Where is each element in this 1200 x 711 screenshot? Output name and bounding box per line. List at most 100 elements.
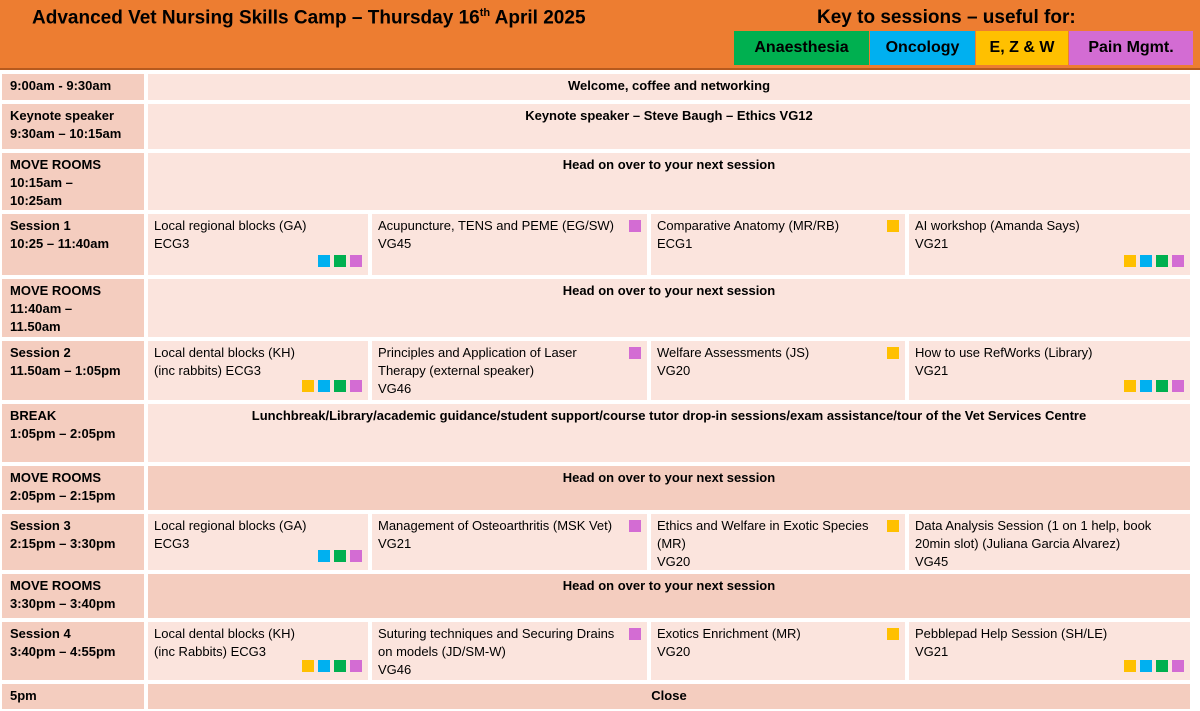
tag-anaesthesia-square [334, 550, 346, 562]
session-room: VG45 [915, 554, 949, 569]
session-title: Welfare Assessments (JS) [657, 345, 810, 360]
session-cell: Local regional blocks (GA) ECG3 [146, 212, 370, 277]
key-oncology: Oncology [870, 31, 975, 65]
span-cell: Head on over to your next session [146, 464, 1192, 512]
session-room: ECG3 [154, 536, 190, 551]
schedule-row: Session 3 2:15pm – 3:30pm Local regional … [0, 512, 1200, 572]
key-title: Key to sessions – useful for: [817, 7, 1076, 28]
schedule-row: Keynote speaker 9:30am – 10:15am Keynote … [0, 102, 1200, 151]
session-room: VG45 [378, 236, 412, 251]
time-cell: Session 1 10:25 – 11:40am [0, 212, 146, 277]
session-tags [302, 660, 362, 672]
session-room: VG21 [915, 644, 949, 659]
schedule-row: MOVE ROOMS 2:05pm – 2:15pm Head on over t… [0, 464, 1200, 512]
session-tags [1124, 380, 1184, 392]
tag-pain-square [629, 520, 641, 532]
time-cell: Session 2 11.50am – 1:05pm [0, 339, 146, 402]
schedule-row: BREAK 1:05pm – 2:05pm Lunchbreak/Library/… [0, 402, 1200, 464]
time-cell: Session 3 2:15pm – 3:30pm [0, 512, 146, 572]
session-cell: Management of Osteoarthritis (MSK Vet) VG… [370, 512, 649, 572]
session-tags [887, 220, 899, 232]
session-title: Data Analysis Session (1 on 1 help, book… [915, 518, 1152, 551]
tag-ezw-square [1124, 660, 1136, 672]
tag-oncology-square [318, 255, 330, 267]
tag-ezw-square [302, 660, 314, 672]
tag-pain-square [350, 660, 362, 672]
tag-anaesthesia-square [334, 660, 346, 672]
span-cell: Welcome, coffee and networking [146, 72, 1192, 102]
schedule-row: Session 4 3:40pm – 4:55pm Local dental bl… [0, 620, 1200, 682]
session-cell: Principles and Application of Laser Ther… [370, 339, 649, 402]
span-cell: Head on over to your next session [146, 572, 1192, 620]
tag-pain-square [350, 380, 362, 392]
session-room: ECG1 [657, 236, 693, 251]
session-tags [629, 220, 641, 232]
session-room: ECG3 [154, 236, 190, 251]
tag-anaesthesia-square [334, 380, 346, 392]
time-cell: MOVE ROOMS 10:15am – 10:25am [0, 151, 146, 212]
session-title: Principles and Application of Laser Ther… [378, 345, 577, 378]
session-tags [887, 347, 899, 359]
span-cell: Close [146, 682, 1192, 711]
session-title: How to use RefWorks (Library) [915, 345, 1093, 360]
tag-ezw-square [887, 520, 899, 532]
schedule-row: MOVE ROOMS 11:40am – 11.50am Head on over… [0, 277, 1200, 339]
key-pain: Pain Mgmt. [1069, 31, 1193, 65]
session-title: Local dental blocks (KH) [154, 345, 295, 360]
time-cell: MOVE ROOMS 11:40am – 11.50am [0, 277, 146, 339]
session-tags [1124, 255, 1184, 267]
tag-ezw-square [887, 347, 899, 359]
session-title: Suturing techniques and Securing Drains … [378, 626, 615, 659]
session-room: VG20 [657, 554, 691, 569]
key-anaesthesia: Anaesthesia [734, 31, 869, 65]
session-room: VG21 [915, 236, 949, 251]
session-title: Management of Osteoarthritis (MSK Vet) [378, 518, 613, 533]
session-cell: AI workshop (Amanda Says) VG21 [907, 212, 1192, 277]
tag-anaesthesia-square [1156, 660, 1168, 672]
tag-ezw-square [302, 380, 314, 392]
time-cell: BREAK 1:05pm – 2:05pm [0, 402, 146, 464]
session-room: VG21 [378, 536, 412, 551]
tag-oncology-square [1140, 255, 1152, 267]
tag-oncology-square [318, 660, 330, 672]
tag-pain-square [629, 220, 641, 232]
session-cell: Local regional blocks (GA) ECG3 [146, 512, 370, 572]
session-tags [629, 628, 641, 640]
session-title: Pebblepad Help Session (SH/LE) [915, 626, 1108, 641]
session-title: Local regional blocks (GA) [154, 518, 307, 533]
session-room: VG21 [915, 363, 949, 378]
session-cell: Exotics Enrichment (MR) VG20 [649, 620, 907, 682]
key-ezw: E, Z & W [976, 31, 1068, 65]
schedule-row: MOVE ROOMS 10:15am – 10:25am Head on over… [0, 151, 1200, 212]
session-title: Local regional blocks (GA) [154, 218, 307, 233]
span-cell: Head on over to your next session [146, 277, 1192, 339]
tag-pain-square [1172, 380, 1184, 392]
tag-pain-square [350, 255, 362, 267]
session-cell: Local dental blocks (KH) (inc Rabbits) EC… [146, 620, 370, 682]
tag-pain-square [1172, 255, 1184, 267]
session-room: (inc Rabbits) ECG3 [154, 644, 266, 659]
session-title: AI workshop (Amanda Says) [915, 218, 1080, 233]
schedule-row: 9:00am - 9:30am Welcome, coffee and netwo… [0, 72, 1200, 102]
session-title: Exotics Enrichment (MR) [657, 626, 801, 641]
tag-pain-square [1172, 660, 1184, 672]
schedule-row: MOVE ROOMS 3:30pm – 3:40pm Head on over t… [0, 572, 1200, 620]
tag-ezw-square [887, 628, 899, 640]
session-cell: Welfare Assessments (JS) VG20 [649, 339, 907, 402]
session-tags [629, 347, 641, 359]
span-cell: Keynote speaker – Steve Baugh – Ethics V… [146, 102, 1192, 151]
session-title: Acupuncture, TENS and PEME (EG/SW) [378, 218, 615, 233]
session-tags [887, 628, 899, 640]
session-room: VG46 [378, 381, 412, 396]
session-tags [1124, 660, 1184, 672]
time-cell: Keynote speaker 9:30am – 10:15am [0, 102, 146, 151]
session-cell: Comparative Anatomy (MR/RB) ECG1 [649, 212, 907, 277]
session-room: (inc rabbits) ECG3 [154, 363, 261, 378]
session-room: VG20 [657, 363, 691, 378]
session-room: VG46 [378, 662, 412, 677]
tag-anaesthesia-square [334, 255, 346, 267]
tag-oncology-square [1140, 660, 1152, 672]
session-room: VG20 [657, 644, 691, 659]
session-tags [318, 255, 362, 267]
time-cell: MOVE ROOMS 3:30pm – 3:40pm [0, 572, 146, 620]
